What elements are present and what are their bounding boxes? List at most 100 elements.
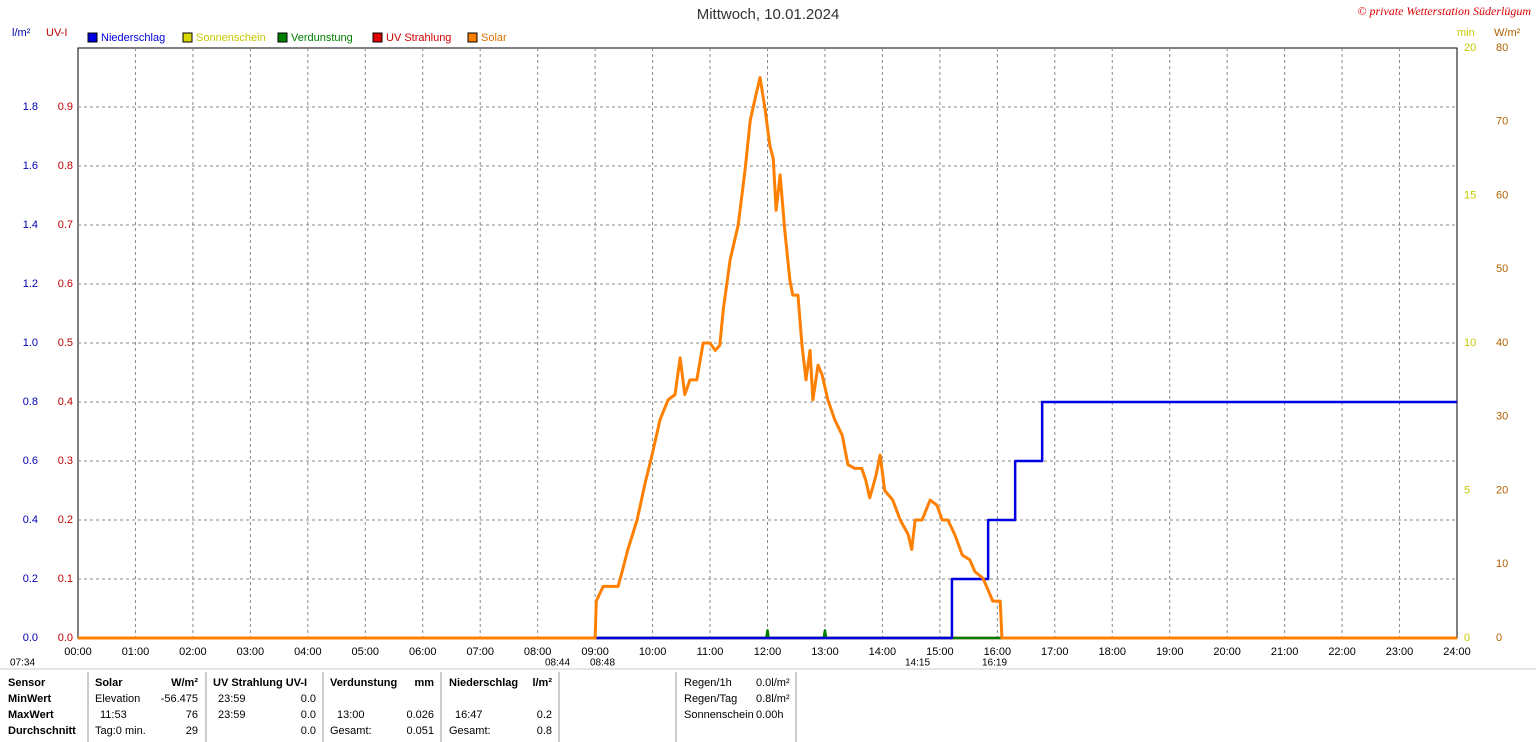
y-tick-label: 0.2 — [58, 514, 73, 526]
table-cell: MinWert — [8, 693, 52, 705]
y-tick-label: 0.0 — [23, 632, 38, 644]
y-tick-label: 0.4 — [23, 514, 38, 526]
x-tick-label: 21:00 — [1271, 646, 1299, 658]
table-cell: 0.2 — [537, 709, 552, 721]
legend-label: Niederschlag — [101, 32, 165, 44]
y-tick-label: 0.9 — [58, 101, 73, 113]
x-tick-label: 18:00 — [1098, 646, 1126, 658]
table-cell: Regen/1h — [684, 677, 732, 689]
y-tick-label: 10 — [1464, 337, 1476, 349]
y-tick-label: 50 — [1496, 263, 1508, 275]
x-tick-label: 07:00 — [466, 646, 494, 658]
legend-swatch — [182, 32, 193, 43]
x-tick-label: 06:00 — [409, 646, 437, 658]
table-cell: Solar — [95, 677, 123, 689]
x-tick-label: 02:00 — [179, 646, 207, 658]
table-cell: 0.8l/m² — [756, 693, 790, 705]
x-tick-label: 19:00 — [1156, 646, 1184, 658]
y-tick-label: 40 — [1496, 337, 1508, 349]
table-cell: 0.026 — [406, 709, 434, 721]
y-tick-label: 0 — [1464, 632, 1470, 644]
x-tick-label: 14:00 — [869, 646, 897, 658]
annotation: 08:48 — [590, 658, 615, 669]
legend-label: Sonnenschein — [196, 32, 266, 44]
y-tick-label: 0.3 — [58, 455, 73, 467]
y-tick-label: 10 — [1496, 558, 1508, 570]
table-cell: Gesamt: — [330, 725, 372, 737]
chart-title: Mittwoch, 10.01.2024 — [697, 6, 840, 23]
table-cell: Elevation — [95, 693, 140, 705]
x-tick-label: 12:00 — [754, 646, 782, 658]
table-cell: 0.0 — [301, 709, 316, 721]
x-tick-label: 17:00 — [1041, 646, 1069, 658]
x-tick-label: 22:00 — [1328, 646, 1356, 658]
legend-swatch — [87, 32, 98, 43]
table-cell: W/m² — [171, 677, 198, 689]
x-tick-label: 10:00 — [639, 646, 667, 658]
axis-unit: UV-I — [46, 27, 67, 39]
legend-swatch — [277, 32, 288, 43]
y-tick-label: 0.6 — [23, 455, 38, 467]
table-cell: Tag:0 min. — [95, 725, 146, 737]
table-cell: Regen/Tag — [684, 693, 737, 705]
axis-unit: min — [1457, 27, 1475, 39]
y-tick-label: 0.6 — [58, 278, 73, 290]
annotation: 07:34 — [10, 658, 35, 669]
y-tick-label: 1.4 — [23, 219, 38, 231]
table-cell: 0.0 — [301, 693, 316, 705]
table-cell: 29 — [186, 725, 198, 737]
table-cell: UV Strahlung UV-I — [213, 677, 307, 689]
table-cell: 11:53 — [100, 709, 127, 721]
table-cell: MaxWert — [8, 709, 54, 721]
table-cell: Gesamt: — [449, 725, 491, 737]
y-tick-label: 1.8 — [23, 101, 38, 113]
series-line — [78, 400, 1457, 640]
x-tick-label: 08:00 — [524, 646, 552, 658]
y-tick-label: 0.7 — [58, 219, 73, 231]
y-tick-label: 80 — [1496, 42, 1508, 54]
y-tick-label: 0 — [1496, 632, 1502, 644]
annotation: 14:15 — [905, 658, 930, 669]
y-tick-label: 60 — [1496, 189, 1508, 201]
table-cell: Sonnenschein — [684, 709, 754, 721]
y-tick-label: 30 — [1496, 411, 1508, 423]
table-cell: -56.475 — [161, 693, 198, 705]
legend-label: Solar — [481, 32, 507, 44]
x-tick-label: 13:00 — [811, 646, 839, 658]
x-tick-label: 23:00 — [1386, 646, 1414, 658]
y-tick-label: 0.1 — [58, 573, 73, 585]
y-tick-label: 0.2 — [23, 573, 38, 585]
y-tick-label: 1.6 — [23, 160, 38, 172]
table-cell: 23:59 — [218, 693, 246, 705]
legend-label: Verdunstung — [291, 32, 353, 44]
table-cell: 13:00 — [337, 709, 365, 721]
x-tick-label: 11:00 — [697, 646, 724, 658]
table-cell: 0.0l/m² — [756, 677, 790, 689]
y-tick-label: 0.5 — [58, 337, 73, 349]
axis-unit: l/m² — [12, 27, 31, 39]
x-tick-label: 03:00 — [237, 646, 265, 658]
table-cell: 0.0 — [301, 725, 316, 737]
x-tick-label: 16:00 — [984, 646, 1012, 658]
x-tick-label: 09:00 — [581, 646, 609, 658]
y-tick-label: 15 — [1464, 189, 1476, 201]
annotation: 16:19 — [982, 658, 1007, 669]
annotation: 08:44 — [545, 658, 570, 669]
table-cell: mm — [414, 677, 434, 689]
legend-label: UV Strahlung — [386, 32, 451, 44]
copyright: © private Wetterstation Süderlügum — [1357, 4, 1531, 18]
y-tick-label: 0.0 — [58, 632, 73, 644]
table-cell: 0.8 — [537, 725, 552, 737]
table-cell: 0.00h — [756, 709, 784, 721]
axis-unit: W/m² — [1494, 27, 1521, 39]
table-cell: 76 — [186, 709, 198, 721]
y-tick-label: 0.8 — [23, 396, 38, 408]
table-cell: Niederschlag — [449, 677, 518, 689]
y-tick-label: 0.8 — [58, 160, 73, 172]
y-tick-label: 5 — [1464, 484, 1470, 496]
table-cell: 16:47 — [455, 709, 483, 721]
table-cell: l/m² — [532, 677, 552, 689]
y-tick-label: 0.4 — [58, 396, 73, 408]
y-tick-label: 1.2 — [23, 278, 38, 290]
